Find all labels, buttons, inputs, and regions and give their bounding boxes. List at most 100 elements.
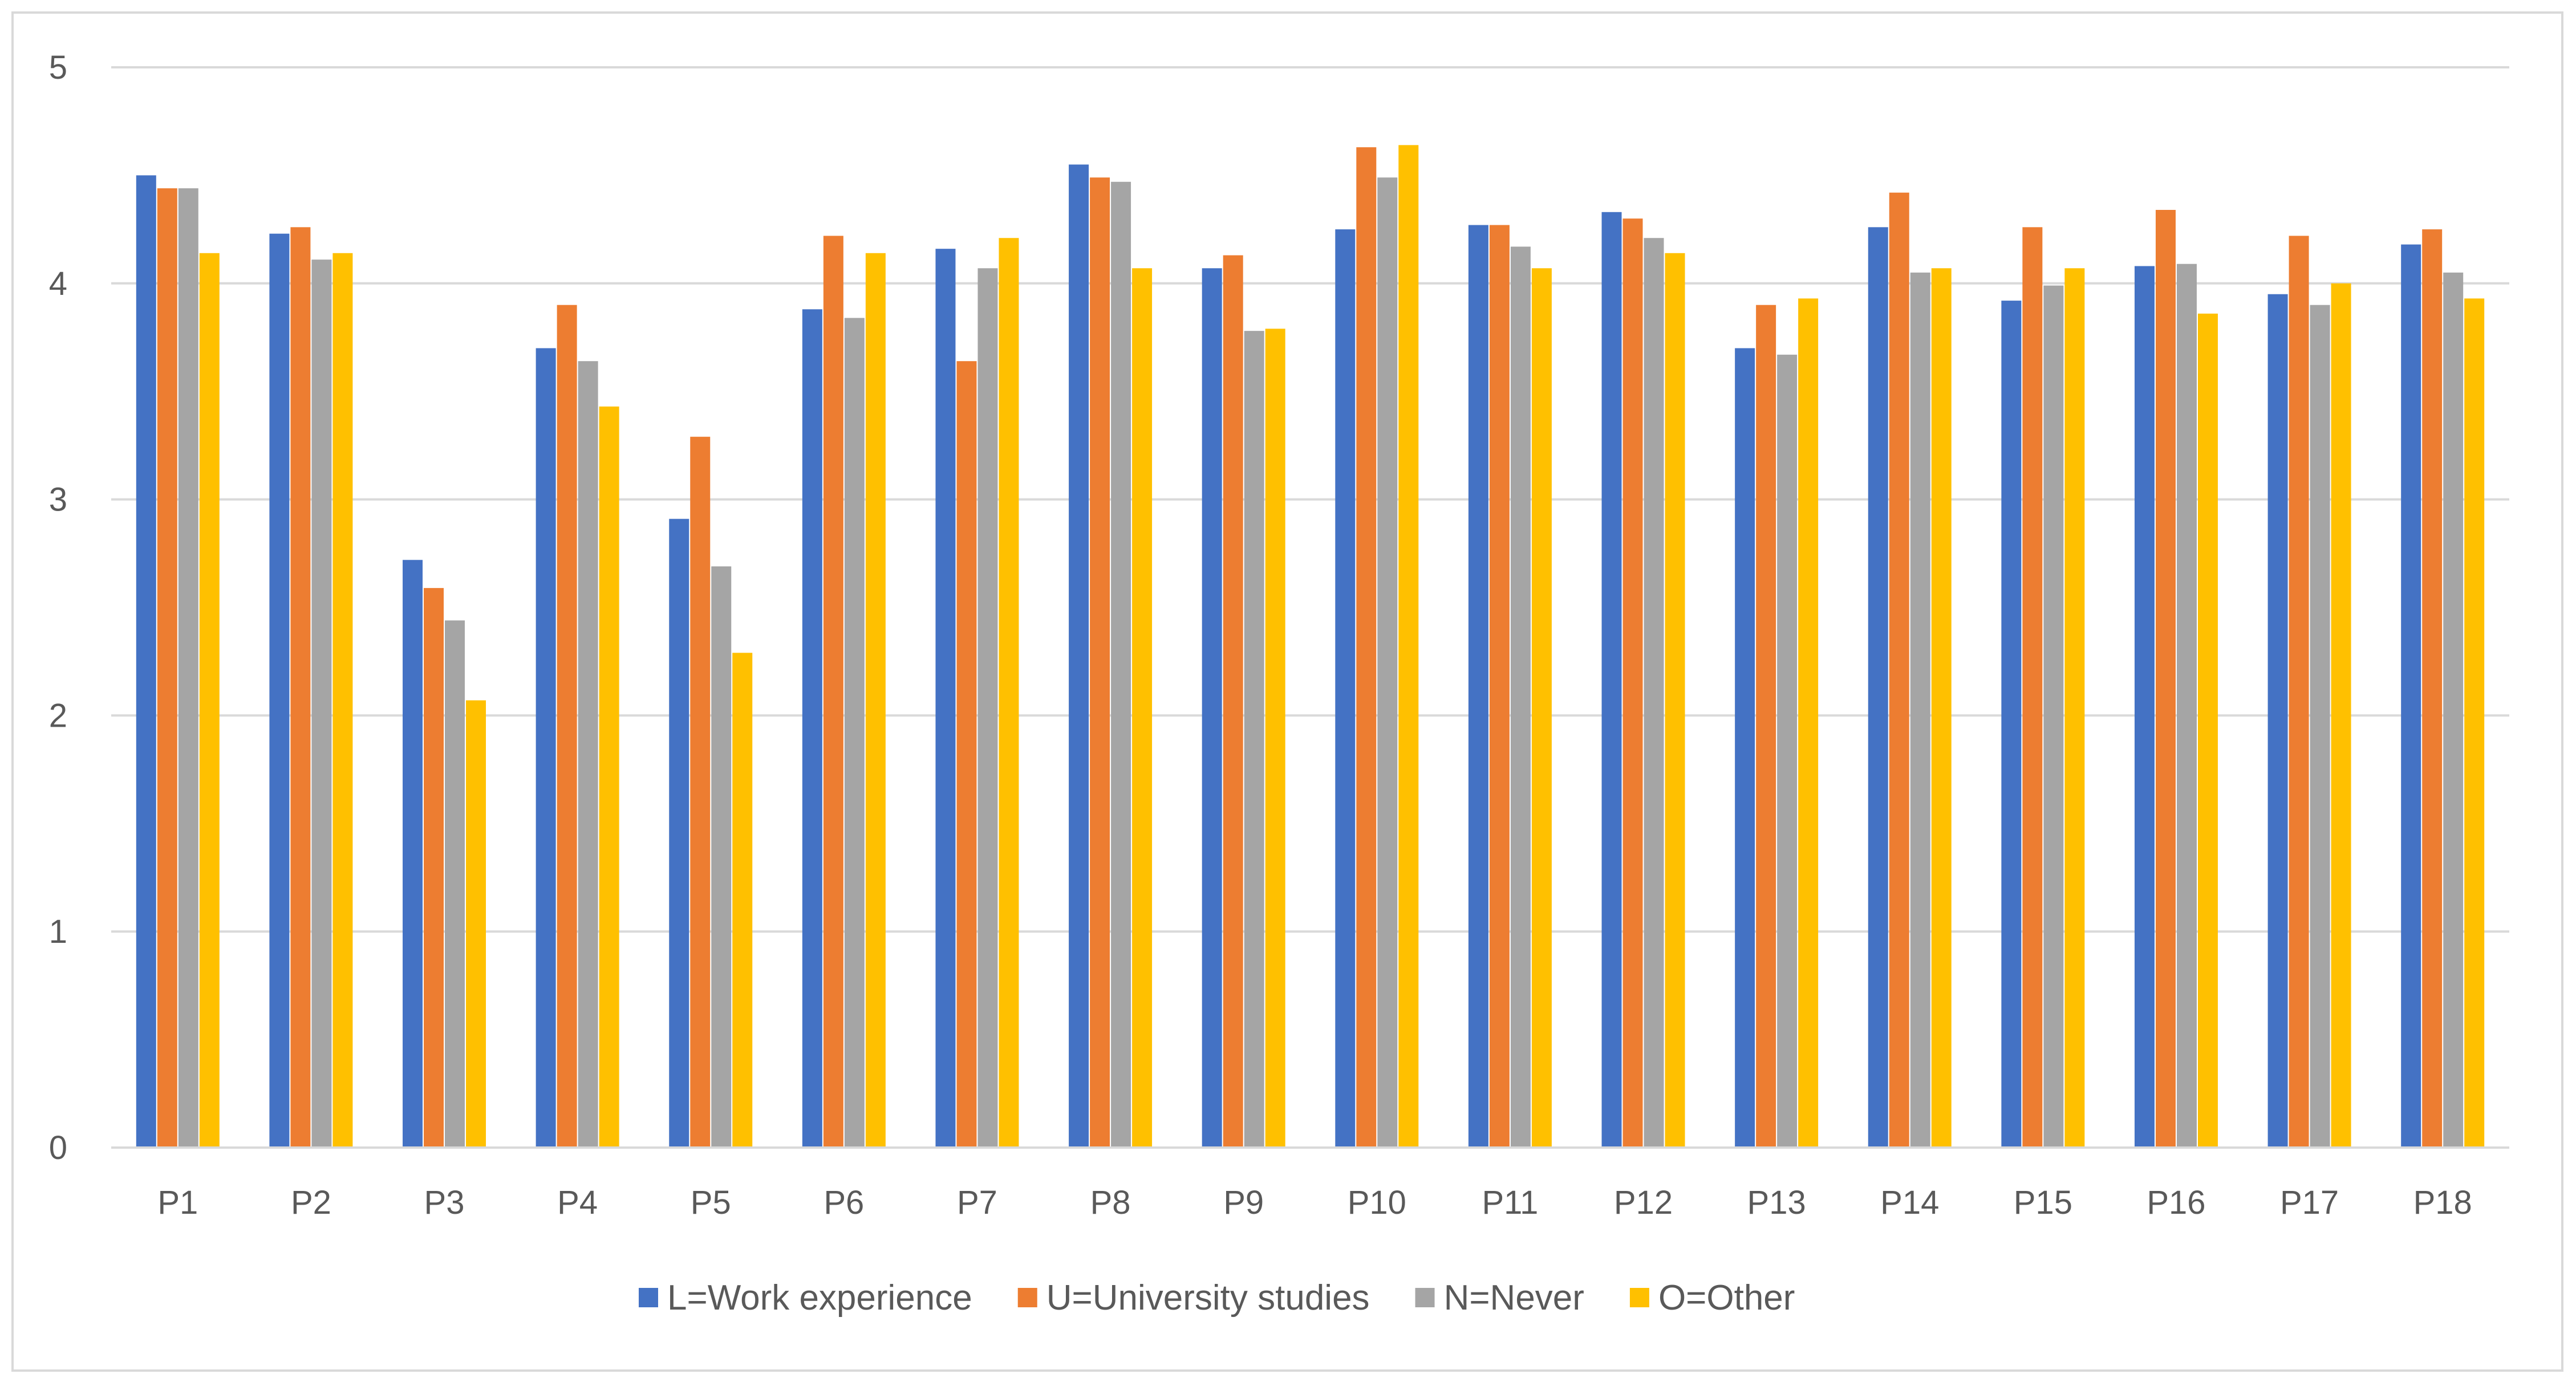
- bar-P5-N: [711, 566, 732, 1148]
- bar-P8-O: [1132, 268, 1153, 1148]
- legend-label-O: O=Other: [1658, 1278, 1795, 1318]
- bar-P5-U: [690, 436, 711, 1148]
- bar-P3-O: [466, 700, 486, 1148]
- legend-label-U: U=University studies: [1046, 1278, 1370, 1318]
- x-tick-label-P18: P18: [2413, 1184, 2472, 1221]
- bar-P10-O: [1398, 145, 1419, 1148]
- legend-label-L: L=Work experience: [667, 1278, 972, 1318]
- bar-P11-L: [1468, 225, 1488, 1148]
- legend: L=Work experience U=University studies N=N…: [639, 1278, 1795, 1318]
- bar-P1-N: [178, 188, 198, 1148]
- x-tick-label-P13: P13: [1747, 1184, 1806, 1221]
- bar-P18-N: [2443, 272, 2464, 1148]
- legend-swatch-L: [639, 1288, 658, 1307]
- bar-P4-N: [578, 361, 598, 1148]
- bar-P14-N: [1910, 272, 1930, 1148]
- bar-P11-U: [1489, 225, 1510, 1148]
- x-tick-label-P15: P15: [2014, 1184, 2072, 1221]
- bar-P2-N: [311, 260, 332, 1148]
- bar-P7-U: [956, 361, 977, 1148]
- bar-P8-U: [1090, 177, 1110, 1148]
- bar-P12-O: [1665, 253, 1685, 1148]
- bar-P6-N: [844, 318, 865, 1148]
- bar-P6-L: [802, 309, 822, 1148]
- x-tick-label-P1: P1: [157, 1184, 198, 1221]
- x-tick-label-P16: P16: [2147, 1184, 2205, 1221]
- bar-P17-L: [2267, 294, 2288, 1148]
- bar-P16-L: [2134, 266, 2155, 1148]
- x-tick-label-P3: P3: [424, 1184, 465, 1221]
- bar-P5-O: [732, 653, 753, 1148]
- bar-P15-L: [2001, 301, 2022, 1148]
- bar-P10-L: [1335, 229, 1356, 1148]
- x-axis-tick-labels: P1 P2 P3 P4 P5 P6 P7 P8 P9 P10 P11 P12 P13 P14 P15 P16 P…: [157, 1184, 2472, 1221]
- bar-P12-L: [1601, 212, 1622, 1148]
- x-tick-label-P8: P8: [1090, 1184, 1131, 1221]
- bar-P9-U: [1223, 255, 1243, 1148]
- bar-P11-O: [1531, 268, 1552, 1148]
- bar-P15-N: [2043, 285, 2064, 1148]
- y-tick-label-3: 3: [49, 481, 67, 518]
- legend-label-N: N=Never: [1444, 1278, 1584, 1318]
- gridlines: [111, 66, 2509, 933]
- bar-P15-O: [2064, 268, 2085, 1148]
- bar-P9-L: [1202, 268, 1222, 1148]
- bar-P15-U: [2022, 227, 2043, 1148]
- x-tick-label-P5: P5: [691, 1184, 731, 1221]
- bar-P12-N: [1644, 238, 1664, 1148]
- bar-P9-O: [1265, 329, 1285, 1148]
- x-tick-label-P6: P6: [823, 1184, 864, 1221]
- bar-P18-U: [2422, 229, 2443, 1148]
- x-tick-label-P12: P12: [1614, 1184, 1673, 1221]
- bar-P14-U: [1889, 192, 1909, 1148]
- legend-swatch-N: [1415, 1288, 1435, 1307]
- bar-P7-N: [977, 268, 998, 1148]
- bar-P8-N: [1111, 181, 1131, 1148]
- bar-P8-L: [1069, 164, 1089, 1148]
- bars: [136, 145, 2485, 1148]
- y-tick-label-1: 1: [49, 913, 67, 950]
- bar-P12-U: [1622, 218, 1643, 1148]
- x-tick-label-P10: P10: [1348, 1184, 1406, 1221]
- bar-P4-L: [536, 348, 556, 1148]
- legend-swatch-O: [1629, 1288, 1649, 1307]
- bar-P2-L: [269, 233, 290, 1148]
- bar-P9-N: [1244, 331, 1264, 1148]
- y-tick-label-2: 2: [49, 697, 67, 734]
- bar-P2-O: [332, 253, 353, 1148]
- bar-P17-N: [2310, 305, 2330, 1148]
- bar-P14-L: [1868, 227, 1888, 1148]
- y-tick-label-0: 0: [49, 1129, 67, 1166]
- bar-P17-U: [2289, 236, 2309, 1148]
- x-tick-label-P2: P2: [291, 1184, 331, 1221]
- bar-P5-L: [669, 518, 689, 1148]
- bar-P7-L: [935, 249, 956, 1148]
- bar-P17-O: [2331, 283, 2351, 1148]
- bar-P3-U: [424, 587, 444, 1148]
- bar-P18-O: [2464, 298, 2485, 1148]
- bar-P4-O: [599, 406, 619, 1148]
- bar-P16-N: [2176, 264, 2197, 1148]
- bar-P1-L: [136, 175, 156, 1148]
- bar-P6-U: [823, 236, 843, 1148]
- bar-P18-L: [2401, 244, 2421, 1148]
- bar-P16-O: [2197, 313, 2218, 1148]
- x-tick-label-P7: P7: [957, 1184, 997, 1221]
- x-tick-label-P9: P9: [1223, 1184, 1264, 1221]
- bar-P13-U: [1756, 305, 1776, 1148]
- bar-P7-O: [999, 238, 1019, 1148]
- x-tick-label-P4: P4: [557, 1184, 598, 1221]
- bar-P16-U: [2155, 210, 2176, 1148]
- x-tick-label-P11: P11: [1482, 1184, 1538, 1221]
- bar-P13-L: [1735, 348, 1755, 1148]
- bar-P1-U: [157, 188, 177, 1148]
- x-tick-label-P14: P14: [1880, 1184, 1939, 1221]
- y-axis-tick-labels: 0 1 2 3 4 5: [49, 49, 67, 1166]
- bar-P2-U: [290, 227, 311, 1148]
- x-tick-label-P17: P17: [2280, 1184, 2339, 1221]
- bar-P14-O: [1931, 268, 1952, 1148]
- y-tick-label-4: 4: [49, 265, 67, 302]
- bar-P13-N: [1777, 354, 1798, 1148]
- legend-swatch-U: [1017, 1288, 1037, 1307]
